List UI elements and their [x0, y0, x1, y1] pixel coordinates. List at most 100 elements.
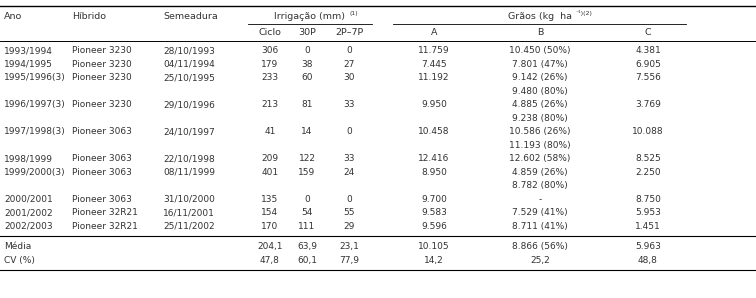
- Text: 122: 122: [299, 154, 315, 163]
- Text: Ciclo: Ciclo: [259, 28, 281, 37]
- Text: 3.769: 3.769: [635, 100, 661, 109]
- Text: Grãos (kg  ha: Grãos (kg ha: [507, 12, 572, 21]
- Text: 0: 0: [346, 127, 352, 136]
- Text: 1999/2000(3): 1999/2000(3): [4, 168, 66, 177]
- Text: Irrigação (mm): Irrigação (mm): [274, 12, 345, 21]
- Text: 33: 33: [343, 154, 355, 163]
- Text: 25/11/2002: 25/11/2002: [163, 222, 215, 231]
- Text: 10.088: 10.088: [632, 127, 664, 136]
- Text: 29/10/1996: 29/10/1996: [163, 100, 215, 109]
- Text: 2001/2002: 2001/2002: [4, 208, 53, 217]
- Text: 10.105: 10.105: [418, 242, 450, 251]
- Text: 38: 38: [301, 60, 313, 69]
- Text: 154: 154: [262, 208, 278, 217]
- Text: 7.529 (41%): 7.529 (41%): [512, 208, 568, 217]
- Text: 8.866 (56%): 8.866 (56%): [512, 242, 568, 251]
- Text: 47,8: 47,8: [260, 256, 280, 265]
- Text: 63,9: 63,9: [297, 242, 317, 251]
- Text: 23,1: 23,1: [339, 242, 359, 251]
- Text: 204,1: 204,1: [257, 242, 283, 251]
- Text: Híbrido: Híbrido: [72, 12, 106, 21]
- Text: 213: 213: [262, 100, 278, 109]
- Text: C: C: [645, 28, 652, 37]
- Text: 1998/1999: 1998/1999: [4, 154, 53, 163]
- Text: 25/10/1995: 25/10/1995: [163, 73, 215, 82]
- Text: Pioneer 3230: Pioneer 3230: [72, 46, 132, 55]
- Text: 0: 0: [304, 46, 310, 55]
- Text: 2002/2003: 2002/2003: [4, 222, 53, 231]
- Text: 179: 179: [262, 60, 279, 69]
- Text: 54: 54: [302, 208, 313, 217]
- Text: 2000/2001: 2000/2001: [4, 195, 53, 204]
- Text: 9.480 (80%): 9.480 (80%): [512, 87, 568, 96]
- Text: 8.950: 8.950: [421, 168, 447, 177]
- Text: Pioneer 3063: Pioneer 3063: [72, 127, 132, 136]
- Text: 14: 14: [302, 127, 313, 136]
- Text: 9.596: 9.596: [421, 222, 447, 231]
- Text: 25,2: 25,2: [530, 256, 550, 265]
- Text: Ano: Ano: [4, 12, 22, 21]
- Text: 27: 27: [343, 60, 355, 69]
- Text: 60,1: 60,1: [297, 256, 317, 265]
- Text: 4.381: 4.381: [635, 46, 661, 55]
- Text: 8.525: 8.525: [635, 154, 661, 163]
- Text: 16/11/2001: 16/11/2001: [163, 208, 215, 217]
- Text: 8.782 (80%): 8.782 (80%): [512, 181, 568, 190]
- Text: 4.885 (26%): 4.885 (26%): [512, 100, 568, 109]
- Text: Pioneer 3063: Pioneer 3063: [72, 195, 132, 204]
- Text: 12.416: 12.416: [418, 154, 450, 163]
- Text: 0: 0: [346, 195, 352, 204]
- Text: 04/11/1994: 04/11/1994: [163, 60, 215, 69]
- Text: 48,8: 48,8: [638, 256, 658, 265]
- Text: Semeadura: Semeadura: [163, 12, 218, 21]
- Text: 4.859 (26%): 4.859 (26%): [512, 168, 568, 177]
- Text: 24: 24: [343, 168, 355, 177]
- Text: 60: 60: [301, 73, 313, 82]
- Text: 41: 41: [265, 127, 276, 136]
- Text: (1): (1): [350, 11, 358, 15]
- Text: 8.711 (41%): 8.711 (41%): [512, 222, 568, 231]
- Text: 2P–7P: 2P–7P: [335, 28, 363, 37]
- Text: 9.583: 9.583: [421, 208, 447, 217]
- Text: 9.700: 9.700: [421, 195, 447, 204]
- Text: 11.192: 11.192: [418, 73, 450, 82]
- Text: 1995/1996(3): 1995/1996(3): [4, 73, 66, 82]
- Text: 77,9: 77,9: [339, 256, 359, 265]
- Text: Pioneer 32R21: Pioneer 32R21: [72, 208, 138, 217]
- Text: -: -: [538, 195, 541, 204]
- Text: B: B: [537, 28, 544, 37]
- Text: Pioneer 3063: Pioneer 3063: [72, 168, 132, 177]
- Text: 22/10/1998: 22/10/1998: [163, 154, 215, 163]
- Text: 159: 159: [299, 168, 315, 177]
- Text: Pioneer 32R21: Pioneer 32R21: [72, 222, 138, 231]
- Text: 135: 135: [262, 195, 279, 204]
- Text: 30: 30: [343, 73, 355, 82]
- Text: 81: 81: [301, 100, 313, 109]
- Text: 6.905: 6.905: [635, 60, 661, 69]
- Text: CV (%): CV (%): [4, 256, 35, 265]
- Text: 30P: 30P: [298, 28, 316, 37]
- Text: 1993/1994: 1993/1994: [4, 46, 53, 55]
- Text: 1997/1998(3): 1997/1998(3): [4, 127, 66, 136]
- Text: 9.142 (26%): 9.142 (26%): [513, 73, 568, 82]
- Text: 08/11/1999: 08/11/1999: [163, 168, 215, 177]
- Text: 209: 209: [262, 154, 278, 163]
- Text: 233: 233: [262, 73, 278, 82]
- Text: Pioneer 3063: Pioneer 3063: [72, 154, 132, 163]
- Text: 55: 55: [343, 208, 355, 217]
- Text: 7.801 (47%): 7.801 (47%): [512, 60, 568, 69]
- Text: A: A: [431, 28, 437, 37]
- Text: 10.450 (50%): 10.450 (50%): [510, 46, 571, 55]
- Text: 0: 0: [346, 46, 352, 55]
- Text: Média: Média: [4, 242, 31, 251]
- Text: Pioneer 3230: Pioneer 3230: [72, 73, 132, 82]
- Text: 31/10/2000: 31/10/2000: [163, 195, 215, 204]
- Text: 1996/1997(3): 1996/1997(3): [4, 100, 66, 109]
- Text: 5.953: 5.953: [635, 208, 661, 217]
- Text: 401: 401: [262, 168, 278, 177]
- Text: ⁻¹)(2): ⁻¹)(2): [575, 10, 593, 16]
- Text: 12.602 (58%): 12.602 (58%): [510, 154, 571, 163]
- Text: 10.586 (26%): 10.586 (26%): [510, 127, 571, 136]
- Text: 170: 170: [262, 222, 279, 231]
- Text: 7.445: 7.445: [421, 60, 447, 69]
